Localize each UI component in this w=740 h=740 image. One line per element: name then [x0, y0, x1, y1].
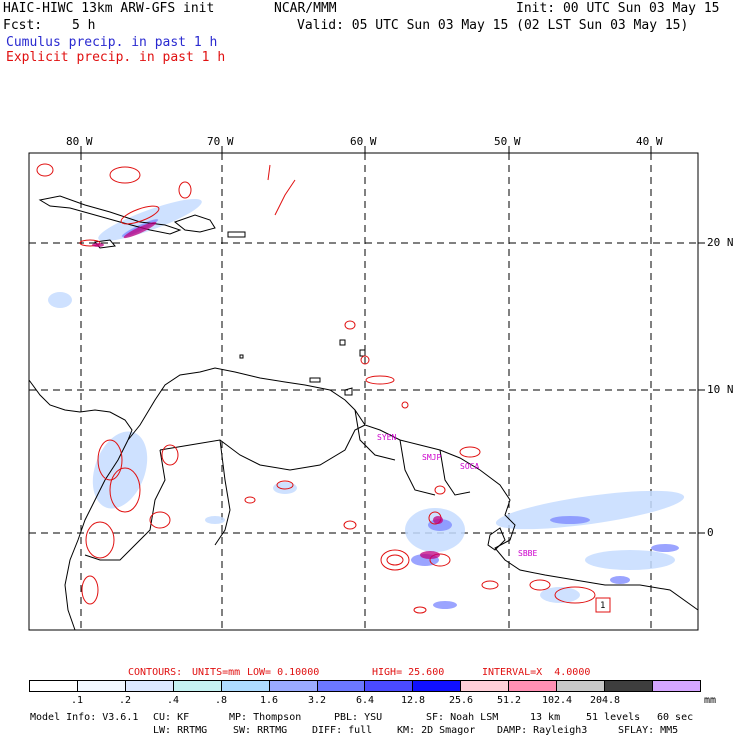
station-label-smjp: SMJP	[422, 453, 442, 462]
init-time: Init: 00 UTC Sun 03 May 15	[516, 1, 720, 16]
station-label-syen: SYEN	[377, 433, 397, 442]
center-name: NCAR/MMM	[274, 1, 337, 16]
explicit-precip-contours	[36, 163, 611, 614]
contours-high: HIGH= 25.600	[372, 667, 445, 678]
colorbar-level-label: 25.6	[448, 695, 474, 706]
contours-interval: INTERVAL=X 4.0000	[482, 667, 591, 678]
colorbar-swatch	[365, 681, 414, 691]
lat-lon-grid	[29, 153, 698, 630]
colorbar-level-label: 1.6	[259, 695, 279, 706]
lat-label-20n: 20 N	[707, 236, 734, 249]
damp-option: DAMP: Rayleigh3	[497, 725, 588, 736]
colorbar-swatch	[173, 681, 222, 691]
colorbar-swatch	[509, 681, 558, 691]
pbl-scheme: PBL: YSU	[334, 712, 383, 723]
colorbar-swatch	[221, 681, 270, 691]
contours-low: LOW= 0.10000	[247, 667, 320, 678]
colorbar-unit: mm	[704, 695, 717, 706]
colorbar-level-label: .2	[118, 695, 132, 706]
colorbar-level-label: 51.2	[496, 695, 522, 706]
station-label-sbbe: SBBE	[518, 549, 538, 558]
lon-label-80w: 80 W	[66, 135, 93, 148]
colorbar-swatch	[30, 681, 78, 691]
contours-label: CONTOURS:	[128, 667, 183, 678]
vertical-levels: 51 levels	[586, 712, 641, 723]
colorbar-swatch	[77, 681, 126, 691]
colorbar-level-label: 3.2	[307, 695, 327, 706]
lon-label-50w: 50 W	[494, 135, 521, 148]
colorbar-level-label: 12.8	[400, 695, 426, 706]
colorbar-level-label: .4	[166, 695, 180, 706]
station-label-soca: SOCA	[460, 462, 480, 471]
time-step: 60 sec	[657, 712, 694, 723]
contours-units: UNITS=mm	[192, 667, 241, 678]
lat-label-equator: 0	[707, 526, 714, 539]
cu-scheme: CU: KF	[153, 712, 190, 723]
model-title: HAIC-HIWC 13km ARW-GFS init	[3, 1, 215, 16]
valid-time: Valid: 05 UTC Sun 03 May 15 (02 LST Sun …	[297, 18, 689, 33]
resolution: 13 km	[530, 712, 561, 723]
station-box-1	[595, 597, 611, 613]
colorbar-swatch	[413, 681, 462, 691]
diff-option: DIFF: full	[312, 725, 373, 736]
colorbar-level-label: .8	[214, 695, 228, 706]
lat-label-10n: 10 N	[707, 383, 734, 396]
sflay-option: SFLAY: MM5	[618, 725, 679, 736]
field-explicit-label: Explicit precip. in past 1 h	[6, 50, 226, 65]
colorbar-level-label: 204.8	[589, 695, 621, 706]
colorbar-swatch	[269, 681, 318, 691]
precip-colorbar	[29, 680, 701, 692]
explicit-precip-cores	[92, 221, 443, 559]
sw-scheme: SW: RRTMG	[233, 725, 288, 736]
colorbar-swatch	[125, 681, 174, 691]
axis-ticks	[80, 146, 705, 534]
colorbar-swatch	[461, 681, 510, 691]
colorbar-level-label: 6.4	[355, 695, 375, 706]
lw-scheme: LW: RRTMG	[153, 725, 208, 736]
lon-label-60w: 60 W	[350, 135, 377, 148]
colorbar-swatch	[557, 681, 606, 691]
colorbar-swatch	[317, 681, 366, 691]
colorbar-level-label: 102.4	[541, 695, 573, 706]
fcst-value: 5 h	[72, 18, 96, 33]
lon-label-70w: 70 W	[207, 135, 234, 148]
field-cumulus-label: Cumulus precip. in past 1 h	[6, 35, 218, 50]
colorbar-swatch	[605, 681, 653, 691]
colorbar-swatch	[652, 681, 700, 691]
model-info: Model Info: V3.6.1	[30, 712, 139, 723]
station-label-1: 1	[600, 601, 606, 611]
mp-scheme: MP: Thompson	[229, 712, 302, 723]
lon-label-40w: 40 W	[636, 135, 663, 148]
km-option: KM: 2D Smagor	[397, 725, 476, 736]
coastlines	[28, 195, 699, 631]
fcst-label: Fcst:	[3, 18, 43, 33]
sf-scheme: SF: Noah LSM	[426, 712, 499, 723]
colorbar-level-label: .1	[70, 695, 84, 706]
